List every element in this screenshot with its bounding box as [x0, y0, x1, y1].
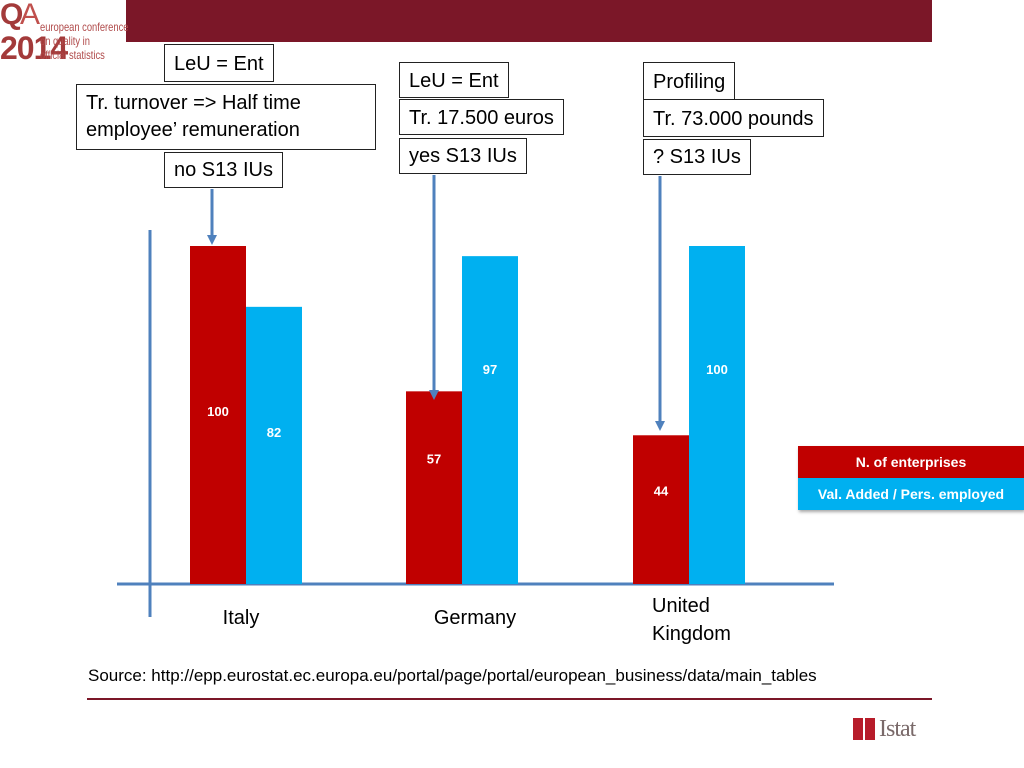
italy-s13-box: no S13 IUs: [164, 152, 283, 188]
uk-s13-box: ? S13 IUs: [643, 139, 751, 175]
istat-mark-right: [865, 718, 875, 740]
header-bar: [126, 0, 932, 42]
category-label-germany: Germany: [434, 607, 516, 629]
logo-q: Q: [0, 0, 24, 31]
logo-a: A: [20, 0, 41, 31]
bar-italy-series-2: [246, 306, 302, 584]
category-label-united-kingdom-line-2: Kingdom: [652, 623, 731, 645]
bar-germany-series-2: [462, 256, 518, 584]
istat-wordmark: Istat: [879, 716, 916, 742]
conference-logo: Q A 2014 european conference on quality …: [0, 0, 129, 80]
legend-value-added: Val. Added / Pers. employed: [798, 478, 1024, 510]
data-label-united-kingdom-series-2: 100: [706, 362, 728, 377]
germany-threshold-box: Tr. 17.500 euros: [399, 99, 564, 135]
istat-mark-left: [853, 718, 863, 740]
data-label-germany-series-1: 57: [427, 451, 441, 466]
data-label-italy-series-1: 100: [207, 404, 229, 419]
bar-germany-series-1: [406, 391, 462, 584]
logo-line-3: official statistics: [40, 48, 105, 62]
bar-united-kingdom-series-2: [689, 246, 745, 584]
data-label-united-kingdom-series-1: 44: [654, 483, 669, 498]
logo-line-1: european conference: [40, 20, 129, 34]
istat-logo: Istat: [851, 716, 933, 744]
italy-unit-box: LeU = Ent: [164, 44, 274, 82]
source-note: Source: http://epp.eurostat.ec.europa.eu…: [88, 666, 817, 685]
data-label-germany-series-2: 97: [483, 362, 497, 377]
logo-year: 2014: [0, 30, 68, 66]
germany-unit-box: LeU = Ent: [399, 62, 509, 98]
uk-profiling-box: Profiling: [643, 62, 736, 100]
germany-s13-box: yes S13 IUs: [399, 138, 527, 174]
legend-enterprises: N. of enterprises: [798, 446, 1024, 478]
category-label-united-kingdom-line-1: United: [652, 595, 710, 617]
uk-threshold-box: Tr. 73.000 pounds: [643, 99, 824, 137]
bar-united-kingdom-series-1: [633, 435, 689, 584]
data-label-italy-series-2: 82: [267, 425, 281, 440]
footer-rule: [87, 698, 932, 700]
logo-line-2: on quality in: [40, 34, 90, 48]
category-label-italy: Italy: [223, 607, 260, 629]
bar-italy-series-1: [190, 246, 246, 584]
italy-threshold-box: Tr. turnover => Half time employee’ remu…: [76, 84, 376, 150]
